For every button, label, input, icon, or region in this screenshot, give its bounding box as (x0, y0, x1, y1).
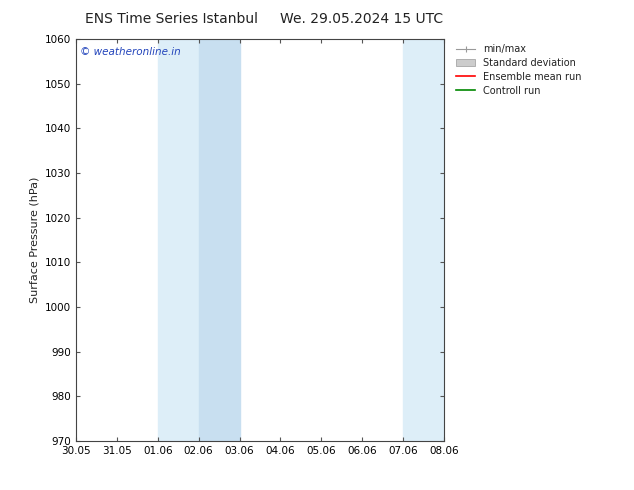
Bar (158, 39, 198, 441)
Legend: min/max, Standard deviation, Ensemble mean run, Controll run: min/max, Standard deviation, Ensemble me… (456, 44, 582, 96)
Bar (198, 39, 240, 441)
Bar (403, 39, 444, 441)
Y-axis label: Surface Pressure (hPa): Surface Pressure (hPa) (29, 177, 39, 303)
Text: © weatheronline.in: © weatheronline.in (80, 47, 181, 57)
Text: ENS Time Series Istanbul: ENS Time Series Istanbul (85, 12, 257, 26)
Text: We. 29.05.2024 15 UTC: We. 29.05.2024 15 UTC (280, 12, 443, 26)
